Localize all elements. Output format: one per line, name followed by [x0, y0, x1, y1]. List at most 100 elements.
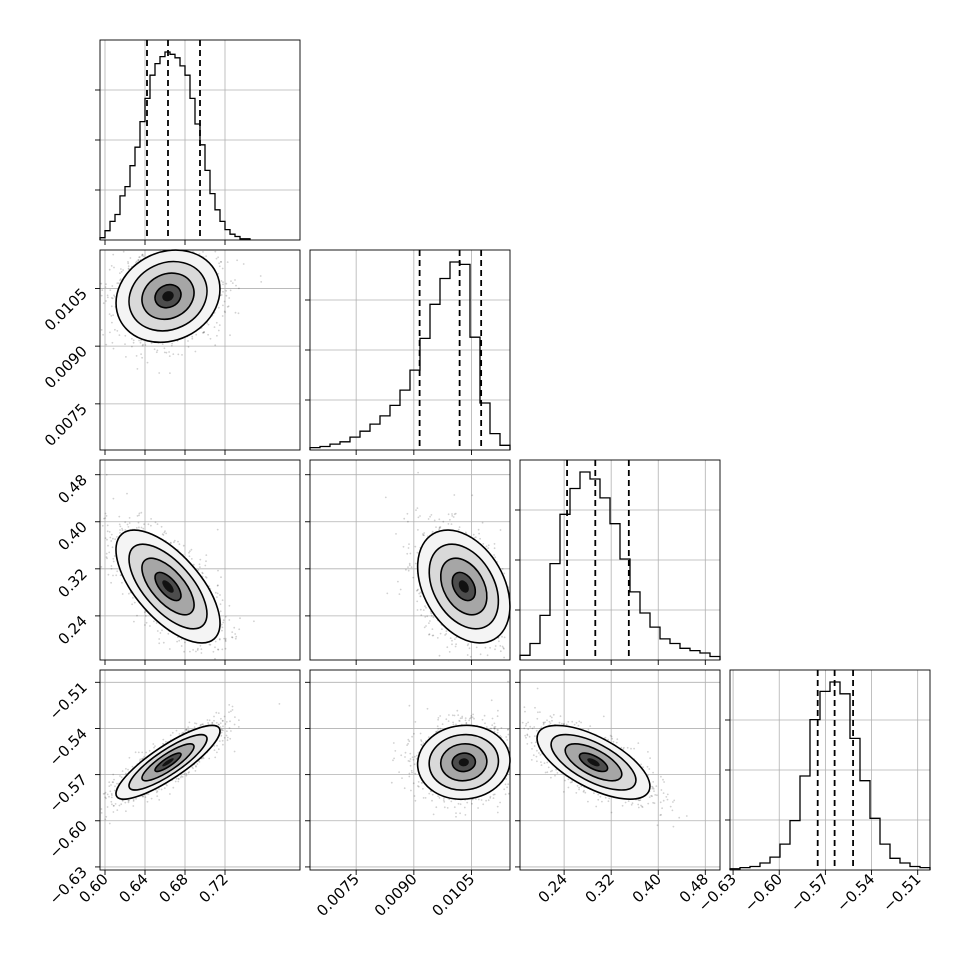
scatter-point — [112, 557, 115, 560]
scatter-point — [113, 294, 115, 297]
scatter-point — [189, 550, 191, 553]
scatter-point — [156, 523, 159, 525]
scatter-point — [447, 523, 450, 525]
scatter-point — [384, 496, 387, 499]
scatter-point — [110, 297, 113, 299]
scatter-point — [223, 310, 226, 313]
scatter-point — [115, 574, 118, 577]
scatter-point — [147, 523, 150, 526]
scatter-point — [234, 311, 237, 314]
scatter-point — [187, 346, 190, 348]
scatter-point — [416, 609, 419, 611]
scatter-point — [225, 282, 228, 285]
histogram-2 — [519, 471, 721, 660]
scatter-point — [451, 513, 453, 515]
scatter-point — [149, 625, 151, 627]
scatter-point — [184, 641, 186, 644]
scatter-point — [153, 348, 156, 351]
scatter-point — [104, 512, 107, 515]
scatter-point — [119, 529, 121, 531]
scatter-point — [417, 516, 420, 519]
scatter-point — [415, 509, 417, 511]
scatter-point — [214, 591, 217, 594]
scatter-point — [101, 289, 104, 291]
scatter-point — [161, 533, 164, 535]
scatter-point — [216, 584, 219, 587]
scatter-point — [493, 554, 495, 556]
scatter-point — [138, 256, 141, 259]
scatter-point — [416, 600, 419, 603]
scatter-point — [100, 566, 103, 568]
scatter-point — [216, 596, 218, 598]
scatter-point — [403, 517, 406, 520]
scatter-point — [198, 563, 201, 566]
scatter-point — [110, 565, 113, 567]
scatter-point — [114, 328, 116, 331]
scatter-point — [127, 262, 130, 265]
scatter-point — [160, 525, 163, 528]
scatter-point — [124, 334, 127, 337]
scatter-point — [395, 533, 397, 535]
panel-2-0 — [99, 459, 301, 661]
scatter-point — [231, 631, 234, 633]
scatter-point — [108, 313, 111, 315]
scatter-point — [116, 282, 119, 285]
scatter-point — [180, 645, 183, 647]
scatter-point — [127, 265, 130, 268]
scatter-point — [110, 305, 113, 308]
scatter-point — [107, 573, 110, 576]
scatter-point — [110, 567, 113, 570]
scatter-point — [479, 653, 482, 656]
scatter-point — [141, 253, 144, 256]
scatter-point — [161, 629, 163, 632]
scatter-point — [450, 523, 453, 525]
scatter-point — [222, 281, 224, 284]
scatter-point — [126, 523, 129, 526]
scatter-point — [445, 630, 448, 633]
scatter-point — [214, 657, 216, 660]
scatter-point — [498, 640, 500, 643]
scatter-point — [451, 643, 453, 646]
scatter-point — [163, 347, 166, 350]
scatter-point — [222, 290, 224, 293]
scatter-point — [113, 555, 116, 557]
scatter-point — [228, 704, 231, 706]
scatter-point — [202, 251, 204, 253]
scatter-point — [484, 646, 487, 649]
scatter-point — [195, 333, 198, 336]
scatter-point — [503, 636, 506, 639]
scatter-point — [446, 646, 449, 649]
scatter-point — [168, 355, 171, 357]
scatter-point — [220, 280, 223, 282]
scatter-point — [144, 624, 146, 626]
scatter-point — [471, 494, 474, 497]
scatter-point — [417, 529, 419, 531]
scatter-point — [105, 515, 108, 517]
scatter-point — [200, 648, 203, 651]
scatter-point — [201, 331, 204, 334]
scatter-point — [113, 295, 116, 298]
scatter-point — [432, 616, 435, 619]
scatter-point — [170, 344, 173, 347]
scatter-point — [216, 528, 219, 531]
scatter-point — [205, 576, 208, 579]
scatter-point — [501, 568, 504, 570]
scatter-point — [111, 321, 113, 324]
scatter-point — [494, 648, 496, 651]
scatter-point — [164, 530, 166, 532]
scatter-point — [414, 545, 417, 548]
scatter-point — [447, 513, 450, 516]
scatter-point — [119, 278, 122, 281]
scatter-point — [472, 533, 475, 536]
scatter-point — [449, 637, 452, 639]
scatter-point — [424, 605, 426, 608]
scatter-point — [220, 261, 223, 263]
scatter-point — [156, 630, 159, 632]
scatter-point — [172, 353, 175, 355]
scatter-point — [125, 767, 127, 770]
scatter-point — [140, 353, 143, 355]
scatter-point — [226, 261, 229, 263]
scatter-point — [225, 294, 228, 297]
scatter-point — [118, 334, 121, 336]
scatter-point — [191, 335, 194, 338]
